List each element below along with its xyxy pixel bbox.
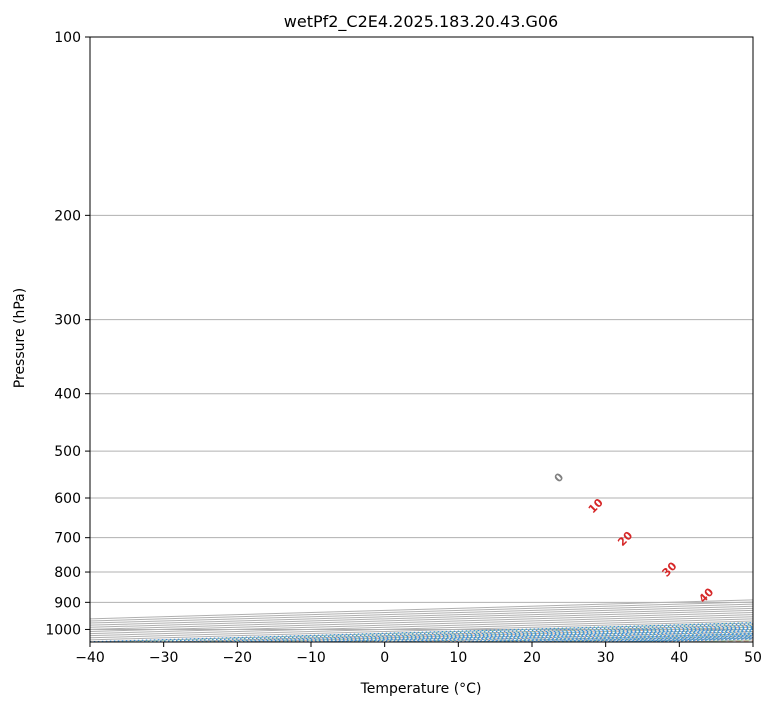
pressure-grid: [90, 37, 753, 642]
moist-adiabat-line: [762, 37, 775, 642]
isotherm-line: [90, 609, 753, 630]
moist-adiabat-label: 30: [660, 559, 680, 579]
isotherm-line: [679, 639, 753, 642]
x-axis-title: Temperature (°C): [360, 681, 482, 697]
x-tick-label: −20: [223, 650, 253, 666]
background-lines: [90, 37, 775, 642]
moist-adiabat-label: 0: [552, 470, 567, 485]
dry-adiabat-line: [487, 633, 753, 642]
moist-adiabat-line: [544, 635, 753, 642]
plot-area: 0.10.20.40.611.52346810131620253036-100-…: [90, 37, 775, 642]
isotherm-line: [90, 620, 753, 641]
dry-adiabat-line: [711, 640, 753, 642]
mixing-ratio-line: [185, 625, 753, 642]
dry-adiabat-line: [636, 637, 753, 642]
isotherm-line: [458, 633, 753, 642]
y-tick-label: 400: [54, 387, 81, 403]
y-tick-label: 100: [54, 30, 81, 46]
isotherm-line: [531, 635, 753, 642]
x-tick-label: 10: [449, 650, 467, 666]
x-tick-label: −10: [296, 650, 326, 666]
isotherm-line: [163, 624, 753, 642]
isotherm-line: [605, 637, 753, 642]
y-axis: 100 200 300 400 500 600 700 800 900 1000: [45, 30, 90, 638]
isotherm-line: [90, 614, 753, 635]
dry-adiabat-line: [263, 626, 753, 642]
isotherm-line: [384, 630, 753, 642]
moist-adiabat-line: [403, 631, 753, 642]
dry-adiabat-line: [188, 624, 753, 642]
x-tick-label: 0: [380, 650, 389, 666]
isotherm-line: [90, 607, 753, 628]
moist-adiabat-line: [616, 637, 753, 642]
y-tick-label: 1000: [45, 622, 81, 638]
chart-title: wetPf2_C2E4.2025.183.20.43.G06: [284, 12, 558, 32]
isotherm-line: [752, 641, 753, 642]
y-tick-label: 600: [54, 491, 81, 507]
y-tick-label: 300: [54, 313, 81, 329]
y-tick-label: 700: [54, 531, 81, 547]
isotherm-line: [237, 626, 753, 642]
isotherm-line: [90, 612, 753, 632]
moist-adiabat-line: [473, 633, 753, 642]
isotherm-line: [90, 618, 753, 639]
moist-adiabat-line: [187, 624, 753, 642]
isotherm-line: [310, 628, 753, 642]
isotherm-line: [90, 622, 753, 642]
y-tick-label: 500: [54, 444, 81, 460]
moist-adiabat-label: 20: [615, 529, 635, 549]
isotherm-line: [90, 603, 753, 624]
x-tick-label: −40: [75, 650, 105, 666]
x-tick-label: 30: [597, 650, 615, 666]
y-tick-label: 200: [54, 208, 81, 224]
x-tick-label: −30: [149, 650, 179, 666]
y-tick-label: 800: [54, 565, 81, 581]
moist-adiabat-line: [260, 626, 753, 642]
plot-frame: [89, 36, 754, 643]
moist-adiabat-line: [689, 639, 753, 642]
isotherm-line: [90, 605, 753, 626]
x-tick-label: 40: [670, 650, 688, 666]
dry-adiabat-line: [412, 631, 753, 642]
line-labels: 0.10.20.40.611.52346810131620253036-100-…: [552, 470, 717, 605]
moist-adiabat-line: [332, 628, 753, 642]
isotherm-line: [90, 599, 753, 620]
moist-adiabat-line: [113, 622, 753, 642]
y-axis-title: Pressure (hPa): [12, 288, 28, 388]
x-tick-label: 50: [744, 650, 762, 666]
isotherm-line: [90, 601, 753, 622]
y-tick-label: 900: [54, 595, 81, 611]
x-tick-label: 20: [523, 650, 541, 666]
isotherm-line: [90, 616, 753, 637]
moist-adiabat-label: 10: [586, 496, 606, 516]
x-axis: −40 −30 −20 −10 0 10 20 30 40 50: [75, 642, 762, 666]
mixing-ratio-line: [326, 629, 753, 642]
dry-adiabat-line: [562, 635, 753, 642]
dry-adiabat-line: [338, 628, 753, 642]
